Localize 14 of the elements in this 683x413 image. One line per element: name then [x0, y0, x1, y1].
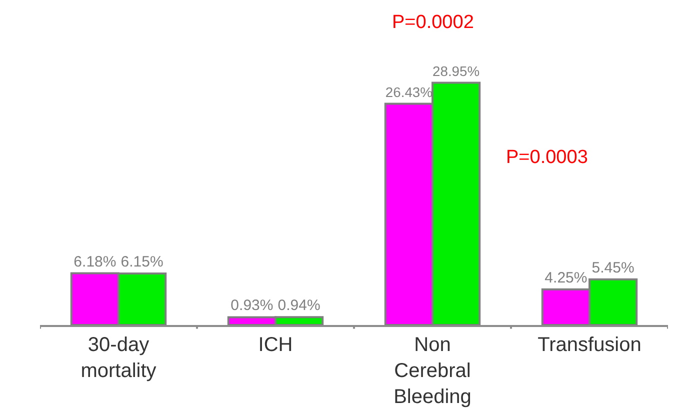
- data-label: 26.43%: [385, 84, 432, 100]
- data-label: 28.95%: [432, 62, 480, 79]
- data-label: 0.94%: [278, 297, 320, 314]
- data-label: 0.93%: [230, 297, 274, 314]
- data-label: 6.18%: [74, 253, 116, 270]
- data-label: 4.25%: [544, 269, 588, 286]
- annotation: P=0.0003: [506, 147, 588, 168]
- x-tick-label: ICH: [258, 334, 293, 356]
- x-tick-label: 30-day mortality: [80, 334, 156, 382]
- data-label: 5.45%: [592, 259, 634, 276]
- text: P=0.0002: [392, 12, 474, 33]
- x-tick-label: Transfusion: [538, 334, 642, 356]
- data-label: 6.15%: [120, 254, 164, 271]
- x-tick-label: Non Cerebral Bleeding: [394, 334, 472, 408]
